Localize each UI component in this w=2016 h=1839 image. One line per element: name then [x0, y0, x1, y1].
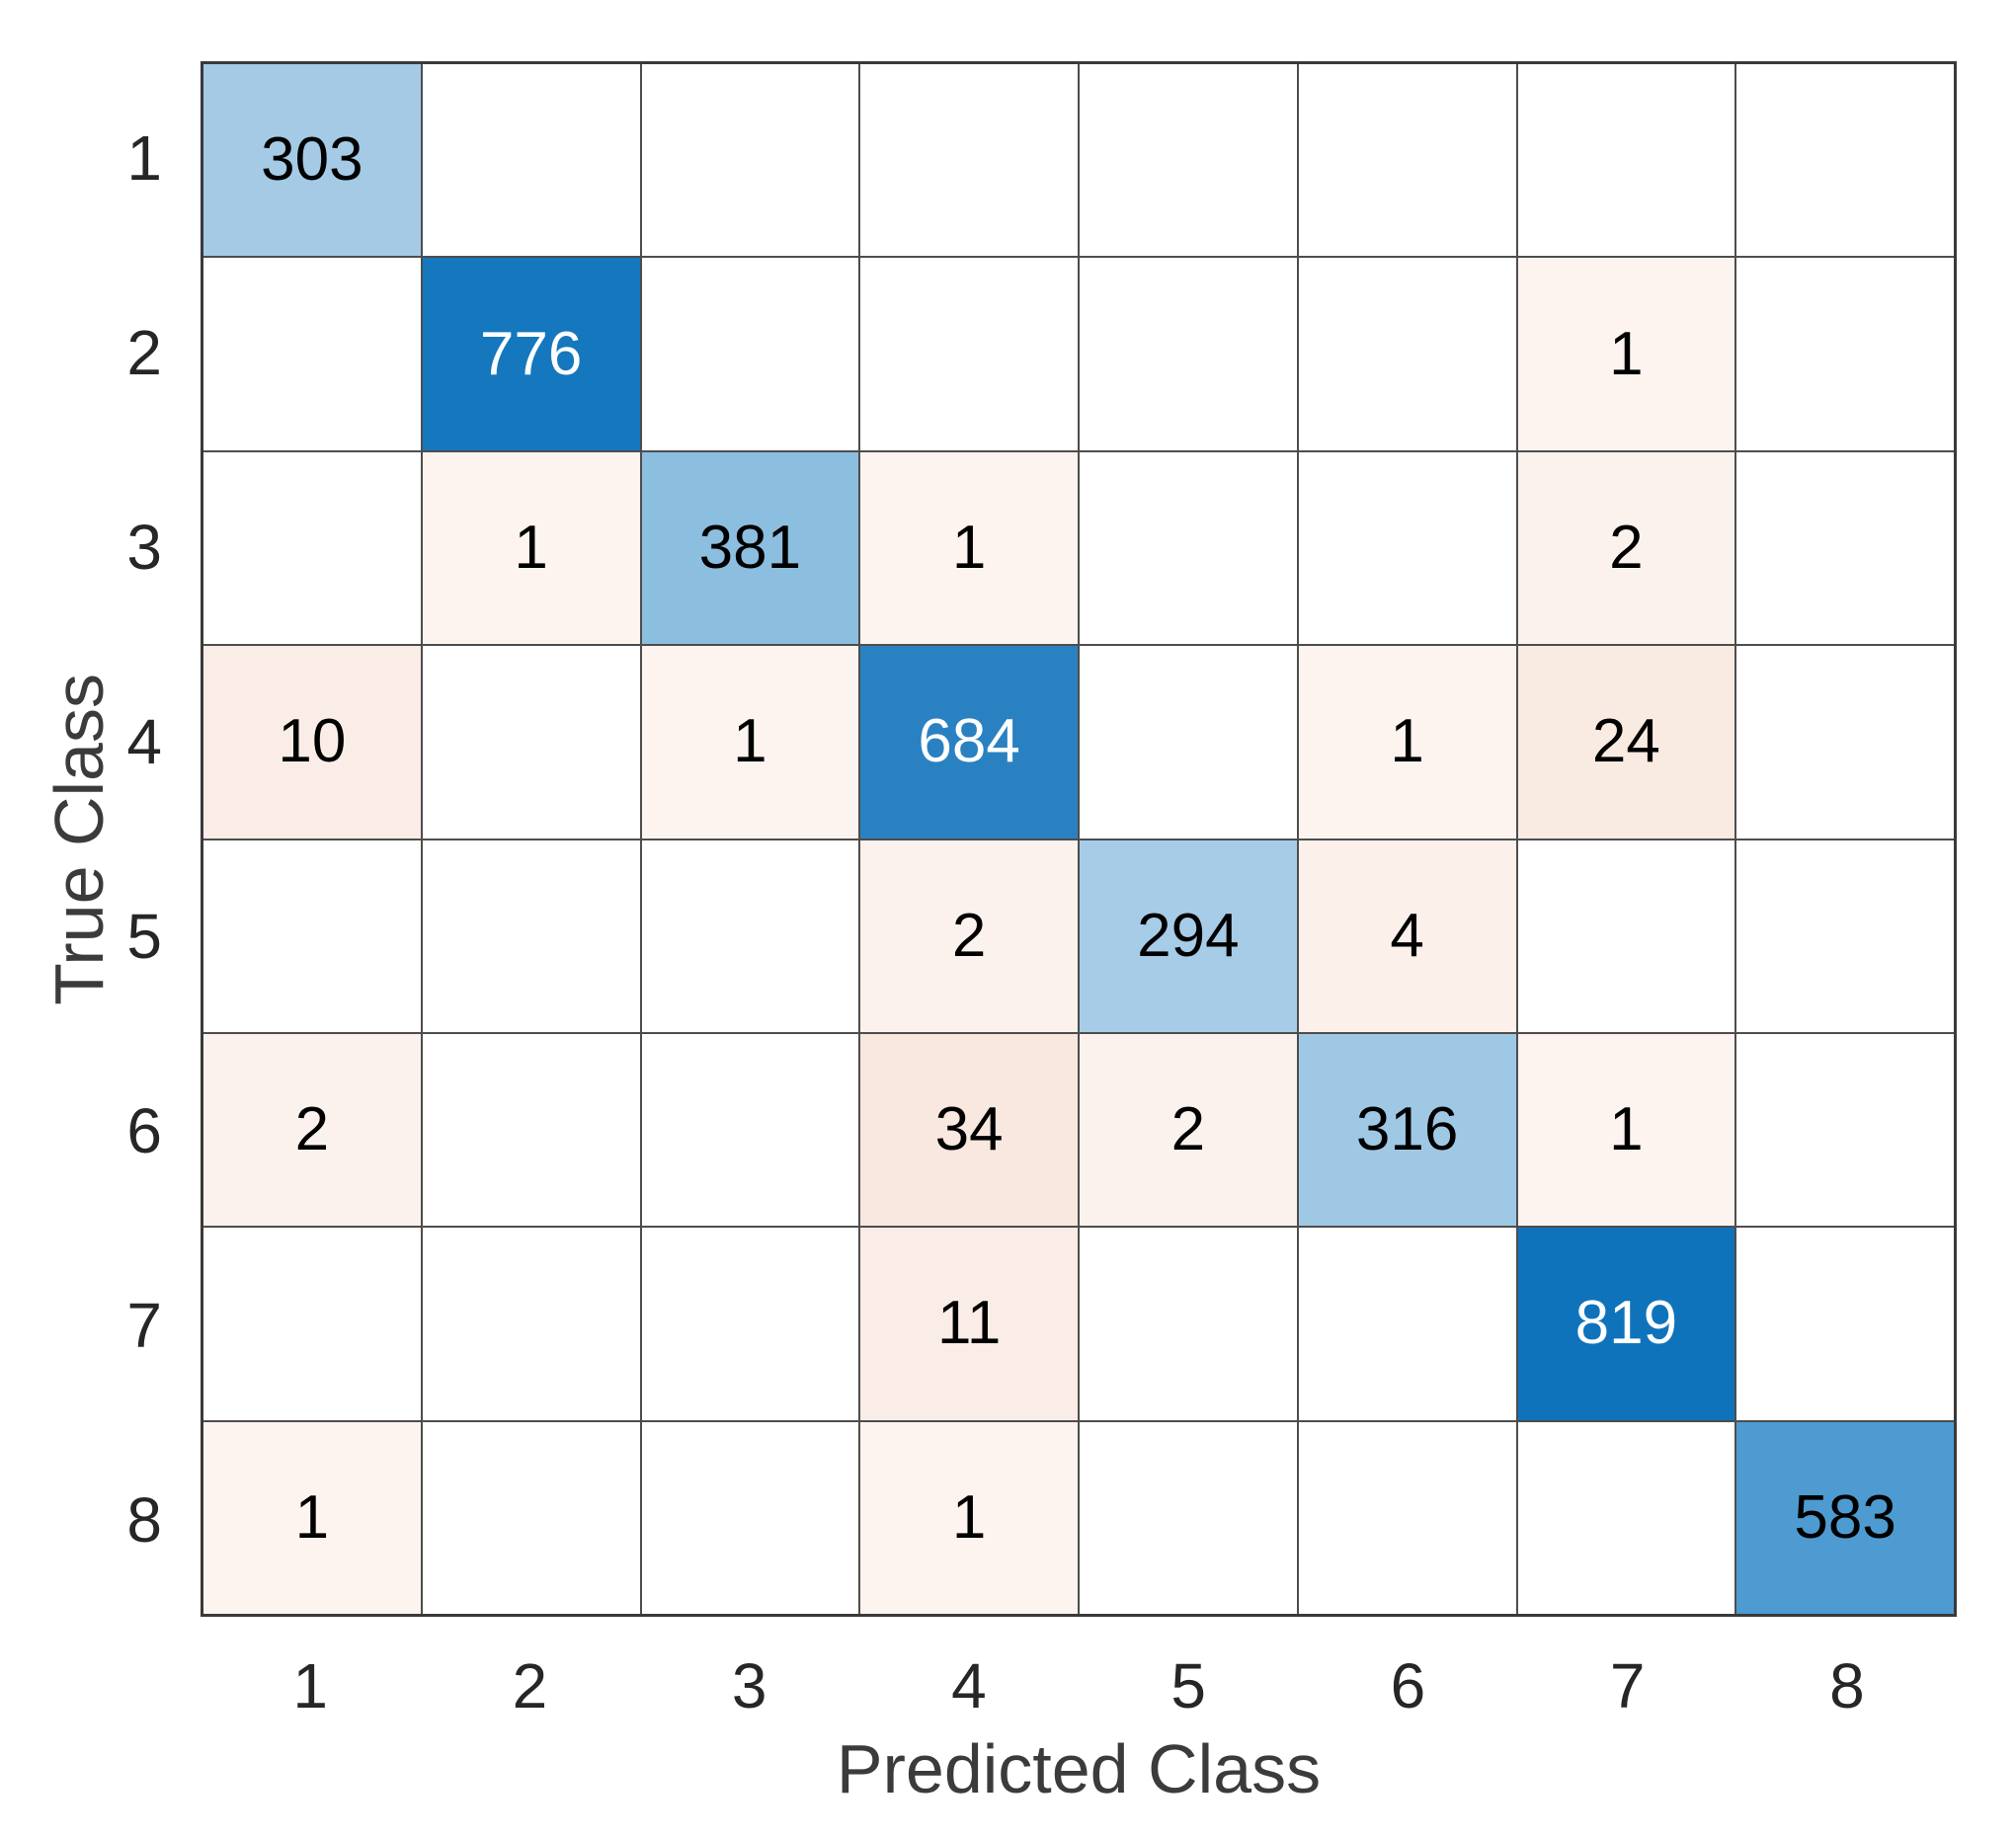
matrix-cell: 1 — [203, 1421, 421, 1614]
x-tick-label: 7 — [1609, 1650, 1646, 1721]
matrix-cell: 303 — [203, 64, 421, 257]
matrix-cell — [1736, 451, 1954, 645]
matrix-cell: 10 — [203, 646, 421, 839]
matrix-cell: 684 — [860, 646, 1078, 839]
x-tick-label: 6 — [1390, 1650, 1426, 1721]
matrix-cell — [641, 1228, 859, 1420]
y-tick-label: 5 — [126, 900, 162, 972]
x-tick-labels: 1 2 3 4 5 6 7 8 — [201, 1621, 1957, 1729]
x-tick-label: 8 — [1829, 1650, 1865, 1721]
matrix-cell — [641, 258, 859, 450]
matrix-cell — [1736, 646, 1954, 839]
matrix-cell: 2 — [1080, 1033, 1297, 1227]
confusion-matrix-grid: 303 776 1 1 381 1 2 10 1 684 1 24 2 294 4 2 34 2 316 1 11 819… — [201, 61, 1957, 1617]
matrix-cell — [1298, 258, 1516, 450]
matrix-cell — [203, 258, 421, 450]
matrix-cell — [641, 1033, 859, 1227]
matrix-cell — [1080, 64, 1297, 257]
y-tick-labels: 1 2 3 4 5 6 7 8 — [0, 61, 186, 1617]
matrix-cell — [1517, 64, 1735, 257]
matrix-cell — [1298, 1228, 1516, 1420]
matrix-cell — [422, 646, 640, 839]
matrix-cell — [1736, 840, 1954, 1032]
matrix-cell: 1 — [641, 646, 859, 839]
x-axis-title: Predicted Class — [836, 1730, 1322, 1807]
matrix-cell — [1080, 258, 1297, 450]
matrix-cell — [1517, 840, 1735, 1032]
matrix-cell — [1517, 1421, 1735, 1614]
matrix-cell: 2 — [1517, 451, 1735, 645]
matrix-cell — [641, 840, 859, 1032]
matrix-cell — [1080, 1228, 1297, 1420]
x-tick-label: 1 — [292, 1650, 328, 1721]
matrix-cell — [860, 258, 1078, 450]
matrix-cell: 2 — [203, 1033, 421, 1227]
x-tick-label: 4 — [951, 1650, 987, 1721]
matrix-cell — [1736, 258, 1954, 450]
x-tick-label: 3 — [731, 1650, 767, 1721]
matrix-cell — [1080, 646, 1297, 839]
matrix-cell — [422, 1228, 640, 1420]
matrix-cell — [1298, 1421, 1516, 1614]
matrix-cell: 1 — [1517, 258, 1735, 450]
matrix-cell: 1 — [1517, 1033, 1735, 1227]
matrix-cell — [1736, 1033, 1954, 1227]
matrix-cell — [1736, 1228, 1954, 1420]
matrix-cell: 1 — [860, 451, 1078, 645]
matrix-cell — [203, 840, 421, 1032]
matrix-cell: 11 — [860, 1228, 1078, 1420]
matrix-cell — [203, 451, 421, 645]
matrix-cell — [641, 1421, 859, 1614]
y-tick-label: 1 — [126, 122, 162, 195]
y-tick-label: 3 — [126, 512, 162, 584]
matrix-cell: 583 — [1736, 1421, 1954, 1614]
matrix-cell: 294 — [1080, 840, 1297, 1032]
matrix-cell: 776 — [422, 258, 640, 450]
matrix-cell — [1080, 451, 1297, 645]
x-tick-label: 5 — [1170, 1650, 1206, 1721]
matrix-cell: 316 — [1298, 1033, 1516, 1227]
matrix-cell: 34 — [860, 1033, 1078, 1227]
matrix-cell: 24 — [1517, 646, 1735, 839]
matrix-cell: 819 — [1517, 1228, 1735, 1420]
matrix-cell — [641, 64, 859, 257]
y-tick-label: 8 — [126, 1483, 162, 1556]
matrix-cell — [203, 1228, 421, 1420]
y-tick-label: 7 — [126, 1289, 162, 1361]
matrix-cell — [1080, 1421, 1297, 1614]
matrix-cell — [1298, 64, 1516, 257]
y-tick-label: 4 — [126, 706, 162, 778]
matrix-cell — [422, 1033, 640, 1227]
x-tick-label: 2 — [512, 1650, 548, 1721]
matrix-cell: 1 — [422, 451, 640, 645]
matrix-cell — [1736, 64, 1954, 257]
matrix-cell: 4 — [1298, 840, 1516, 1032]
matrix-cell: 381 — [641, 451, 859, 645]
matrix-cell: 1 — [1298, 646, 1516, 839]
matrix-cell — [1298, 451, 1516, 645]
matrix-cell — [422, 1421, 640, 1614]
y-tick-label: 6 — [126, 1094, 162, 1166]
matrix-cell — [422, 840, 640, 1032]
y-tick-label: 2 — [126, 317, 162, 389]
matrix-cell — [860, 64, 1078, 257]
matrix-cell: 1 — [860, 1421, 1078, 1614]
matrix-cell: 2 — [860, 840, 1078, 1032]
matrix-cell — [422, 64, 640, 257]
